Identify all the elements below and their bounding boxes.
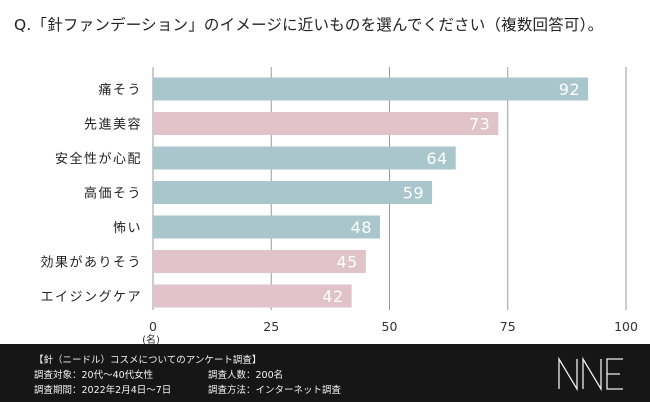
bar	[153, 181, 433, 204]
bar	[153, 146, 456, 170]
category-label: 怖い	[113, 220, 142, 236]
category-label: 先進美容	[84, 117, 142, 133]
nne-logo	[558, 356, 623, 392]
category-label: 効果がありそう	[40, 256, 142, 271]
bar-chart: 0 25 50 75 100 (名) 92 痛そう 73 先進美容 64 安全性が心配 59 高価そう 48…	[40, 67, 638, 344]
x-tick-label: 75	[500, 319, 516, 334]
x-tick-label: 25	[263, 319, 279, 334]
bar-value-label: 42	[322, 287, 343, 306]
bar	[153, 77, 589, 101]
x-unit-label: (名)	[142, 333, 160, 344]
survey-target: 調査対象：20代〜40代女性	[34, 370, 154, 381]
bar-value-label: 45	[336, 253, 357, 272]
bar	[153, 112, 499, 135]
survey-method: 調査方法：インターネット調査	[208, 385, 342, 396]
bar-value-label: 48	[351, 218, 372, 237]
bar	[153, 250, 366, 273]
bar-value-label: 92	[559, 80, 580, 99]
question-title: Q.「針ファンデーション」のイメージに近いものを選んでください（複数回答可）。	[14, 16, 604, 34]
bar-value-label: 59	[403, 184, 424, 203]
bar	[153, 284, 352, 308]
x-tick-label: 50	[382, 319, 398, 334]
bar	[153, 215, 381, 239]
category-label: 痛そう	[98, 82, 142, 98]
category-label: エイジングケア	[40, 290, 142, 305]
bar-value-label: 73	[469, 115, 490, 134]
x-tick-label: 0	[149, 319, 157, 334]
x-tick-label: 100	[614, 319, 638, 334]
survey-footer: 【針（ニードル）コスメについてのアンケート調査】 調査対象：20代〜40代女性 …	[0, 344, 650, 402]
survey-count: 調査人数：200名	[208, 370, 284, 381]
category-label: 高価そう	[84, 186, 142, 202]
category-label: 安全性が心配	[55, 151, 142, 167]
survey-period: 調査期間：2022年2月4日〜7日	[34, 385, 172, 396]
survey-title: 【針（ニードル）コスメについてのアンケート調査】	[34, 355, 262, 366]
bar-value-label: 64	[426, 149, 447, 168]
